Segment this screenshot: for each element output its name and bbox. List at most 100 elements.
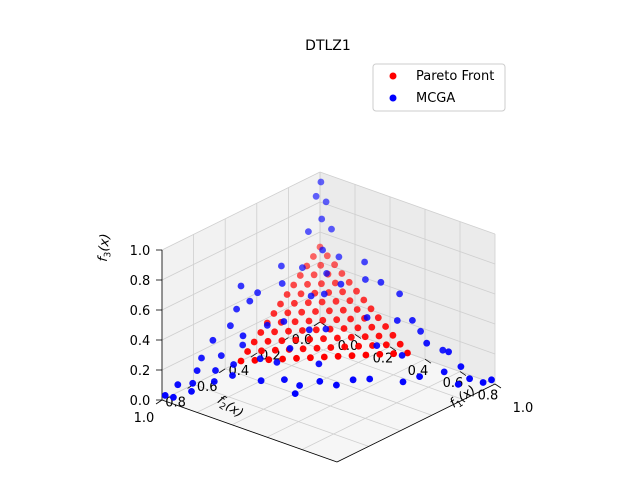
mcga-point-59 xyxy=(393,317,401,324)
mcga-point-22 xyxy=(212,367,219,374)
legend-label-pareto-front: Pareto Front xyxy=(416,69,494,84)
pareto-front-point-18 xyxy=(291,299,298,307)
mcga-point-55 xyxy=(454,381,462,388)
pareto-front-point-69 xyxy=(320,353,328,361)
z-tick-label-3: 0.6 xyxy=(130,304,151,319)
mcga-point-69 xyxy=(307,292,315,300)
z-tick-label-2: 0.4 xyxy=(130,334,151,349)
pareto-front-point-33 xyxy=(278,337,286,345)
legend-label-mcga: MCGA xyxy=(416,91,455,106)
mcga-point-43 xyxy=(316,378,324,385)
mcga-point-65 xyxy=(322,325,330,333)
grid-left-f3-5 xyxy=(161,171,321,251)
pareto-front-point-4 xyxy=(290,281,298,289)
mcga-point-60 xyxy=(363,314,371,321)
mcga-point-21 xyxy=(239,341,247,349)
pareto-front-point-9 xyxy=(257,329,265,336)
pareto-front-point-22 xyxy=(264,337,272,345)
mcga-point-1 xyxy=(312,192,320,200)
pareto-front-point-1 xyxy=(310,253,317,260)
pareto-front-point-63 xyxy=(360,296,368,304)
grid-floor-f1-2 xyxy=(231,346,391,426)
pareto-front-point-81 xyxy=(382,323,389,330)
pareto-front-point-5 xyxy=(283,291,291,298)
pareto-front-point-31 xyxy=(291,318,299,326)
mcga-point-54 xyxy=(488,376,495,384)
pareto-front-point-48 xyxy=(332,297,340,305)
pareto-front-point-29 xyxy=(304,299,312,307)
pareto-front-point-24 xyxy=(251,356,259,364)
pareto-front-point-47 xyxy=(339,288,346,296)
grid-left-f3-3 xyxy=(161,231,321,311)
mcga-point-37 xyxy=(280,318,288,325)
pareto-front-point-65 xyxy=(347,315,354,323)
mcga-point-57 xyxy=(409,317,416,324)
pareto-front-point-15 xyxy=(310,271,318,279)
grid-left-f3-2 xyxy=(161,261,321,341)
mcga-point-31 xyxy=(229,372,236,379)
pareto-front-point-41 xyxy=(305,317,313,325)
legend-marker-mcga xyxy=(389,94,397,102)
pareto-front-point-34 xyxy=(271,346,279,354)
pareto-front-point-70 xyxy=(367,305,375,313)
pareto-front-point-57 xyxy=(339,306,347,314)
grid-floor-f2-3 xyxy=(225,368,401,432)
legend-box xyxy=(372,63,506,112)
y-tick-0 xyxy=(313,321,321,327)
pareto-front-point-53 xyxy=(299,345,307,353)
grid-left-f3-4 xyxy=(161,201,321,281)
mcga-point-36 xyxy=(263,321,271,329)
mcga-point-8 xyxy=(323,270,330,277)
mcga-point-4 xyxy=(305,228,312,236)
legend-marker-pareto-front xyxy=(389,72,397,80)
grid-floor-f1-3 xyxy=(266,358,426,438)
chart-title: DTLZ1 xyxy=(305,38,351,54)
mcga-point-33 xyxy=(256,355,264,363)
mcga-point-38 xyxy=(286,345,294,352)
pareto-front-point-54 xyxy=(293,354,300,362)
y-tick-label-4: 0.8 xyxy=(165,395,186,410)
pareto-front-point-85 xyxy=(389,331,397,339)
pareto-front-point-17 xyxy=(297,290,305,298)
mcga-point-51 xyxy=(457,363,465,370)
pareto-front-point-43 xyxy=(292,336,300,344)
mcga-point-5 xyxy=(328,225,335,233)
pareto-front-point-14 xyxy=(317,261,325,269)
data-points xyxy=(161,178,495,401)
mcga-point-16 xyxy=(233,305,241,313)
y-tick-label-5: 1.0 xyxy=(134,411,155,426)
pareto-front-point-77 xyxy=(368,323,376,331)
pareto-front-point-76 xyxy=(374,314,382,322)
pareto-front-point-50 xyxy=(319,316,327,324)
pareto-front-point-80 xyxy=(348,352,356,360)
z-tick-label-1: 0.2 xyxy=(130,364,151,379)
pareto-front-point-27 xyxy=(318,280,325,288)
x-tick-3 xyxy=(424,358,432,364)
pareto-front-point-74 xyxy=(341,343,349,351)
pareto-front-point-36 xyxy=(338,270,346,277)
pareto-front-point-49 xyxy=(326,307,333,315)
mcga-point-27 xyxy=(170,393,177,401)
mcga-point-28 xyxy=(161,392,169,399)
pareto-front-point-12 xyxy=(237,357,245,365)
pareto-front-point-66 xyxy=(340,325,348,332)
axis-lines xyxy=(161,250,496,463)
pareto-front-point-39 xyxy=(318,298,326,306)
x-tick-label-5: 1.0 xyxy=(513,401,534,416)
pareto-front-point-55 xyxy=(353,287,360,295)
mcga-point-12 xyxy=(320,290,328,298)
mcga-point-52 xyxy=(466,375,473,383)
pareto-front-point-89 xyxy=(390,350,397,358)
pareto-front-point-10 xyxy=(250,338,258,346)
mcga-point-41 xyxy=(315,360,323,368)
mcga-point-40 xyxy=(281,376,288,383)
pareto-front-point-6 xyxy=(277,300,284,308)
pareto-front-point-86 xyxy=(382,341,390,349)
mcga-point-66 xyxy=(257,377,265,385)
mcga-point-6 xyxy=(335,253,343,261)
pareto-front-point-52 xyxy=(306,335,314,343)
mcga-point-56 xyxy=(399,378,407,386)
pareto-front-point-56 xyxy=(346,297,354,305)
pareto-front-point-51 xyxy=(312,326,320,334)
